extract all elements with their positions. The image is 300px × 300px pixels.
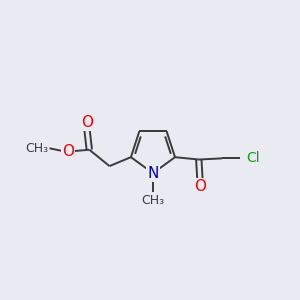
- Text: CH₃: CH₃: [141, 194, 164, 207]
- Text: N: N: [147, 166, 159, 181]
- Text: CH₃: CH₃: [25, 142, 48, 155]
- Text: Cl: Cl: [246, 152, 260, 165]
- Text: O: O: [194, 179, 206, 194]
- Text: O: O: [62, 144, 74, 159]
- Text: O: O: [81, 116, 93, 130]
